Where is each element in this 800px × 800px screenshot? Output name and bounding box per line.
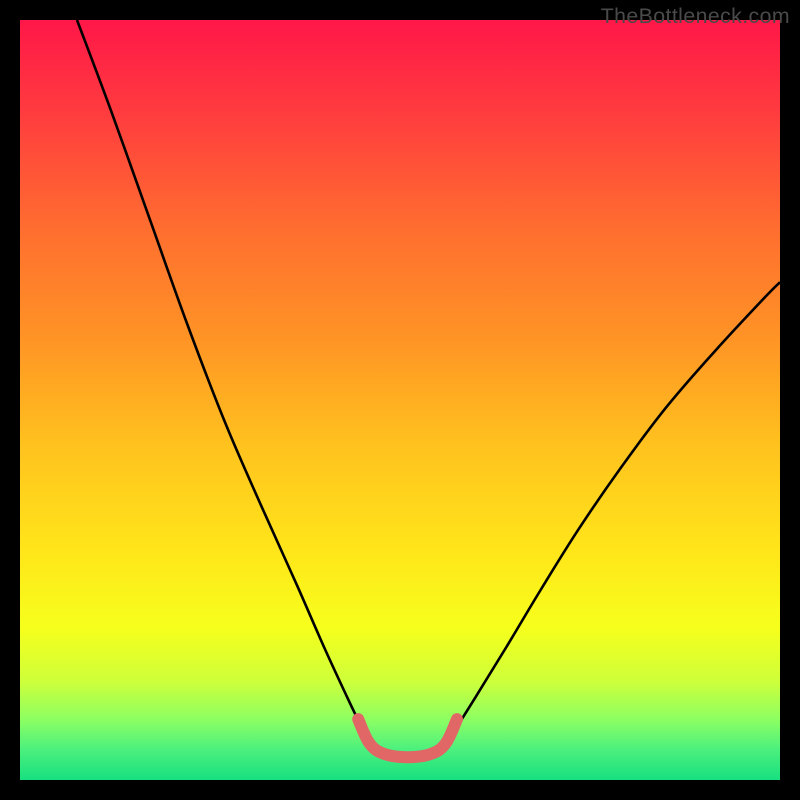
chart-stage: TheBottleneck.com — [0, 0, 800, 800]
watermark-text: TheBottleneck.com — [601, 4, 790, 29]
chart-gradient-background — [20, 20, 780, 780]
